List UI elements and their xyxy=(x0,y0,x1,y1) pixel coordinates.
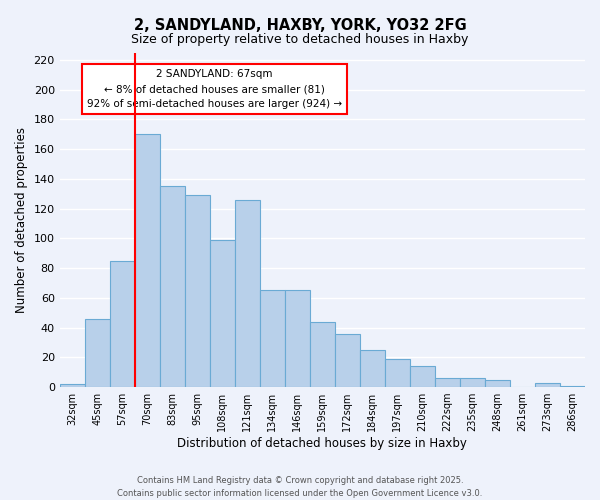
Bar xyxy=(185,196,210,387)
Bar xyxy=(285,290,310,387)
Text: 2, SANDYLAND, HAXBY, YORK, YO32 2FG: 2, SANDYLAND, HAXBY, YORK, YO32 2FG xyxy=(134,18,466,32)
Bar xyxy=(160,186,185,387)
Bar xyxy=(59,384,85,387)
Text: 2 SANDYLAND: 67sqm
← 8% of detached houses are smaller (81)
92% of semi-detached: 2 SANDYLAND: 67sqm ← 8% of detached hous… xyxy=(87,69,342,109)
Bar xyxy=(260,290,285,387)
Bar xyxy=(135,134,160,387)
Bar xyxy=(385,359,410,387)
Bar xyxy=(360,350,385,387)
Text: Size of property relative to detached houses in Haxby: Size of property relative to detached ho… xyxy=(131,32,469,46)
Bar xyxy=(85,318,110,387)
Bar xyxy=(235,200,260,387)
Text: Contains HM Land Registry data © Crown copyright and database right 2025.
Contai: Contains HM Land Registry data © Crown c… xyxy=(118,476,482,498)
Bar xyxy=(435,378,460,387)
Y-axis label: Number of detached properties: Number of detached properties xyxy=(15,127,28,313)
Bar xyxy=(310,322,335,387)
X-axis label: Distribution of detached houses by size in Haxby: Distribution of detached houses by size … xyxy=(178,437,467,450)
Bar xyxy=(110,260,135,387)
Bar xyxy=(485,380,510,387)
Bar xyxy=(410,366,435,387)
Bar xyxy=(460,378,485,387)
Bar xyxy=(210,240,235,387)
Bar xyxy=(560,386,585,387)
Bar xyxy=(335,334,360,387)
Bar xyxy=(535,382,560,387)
